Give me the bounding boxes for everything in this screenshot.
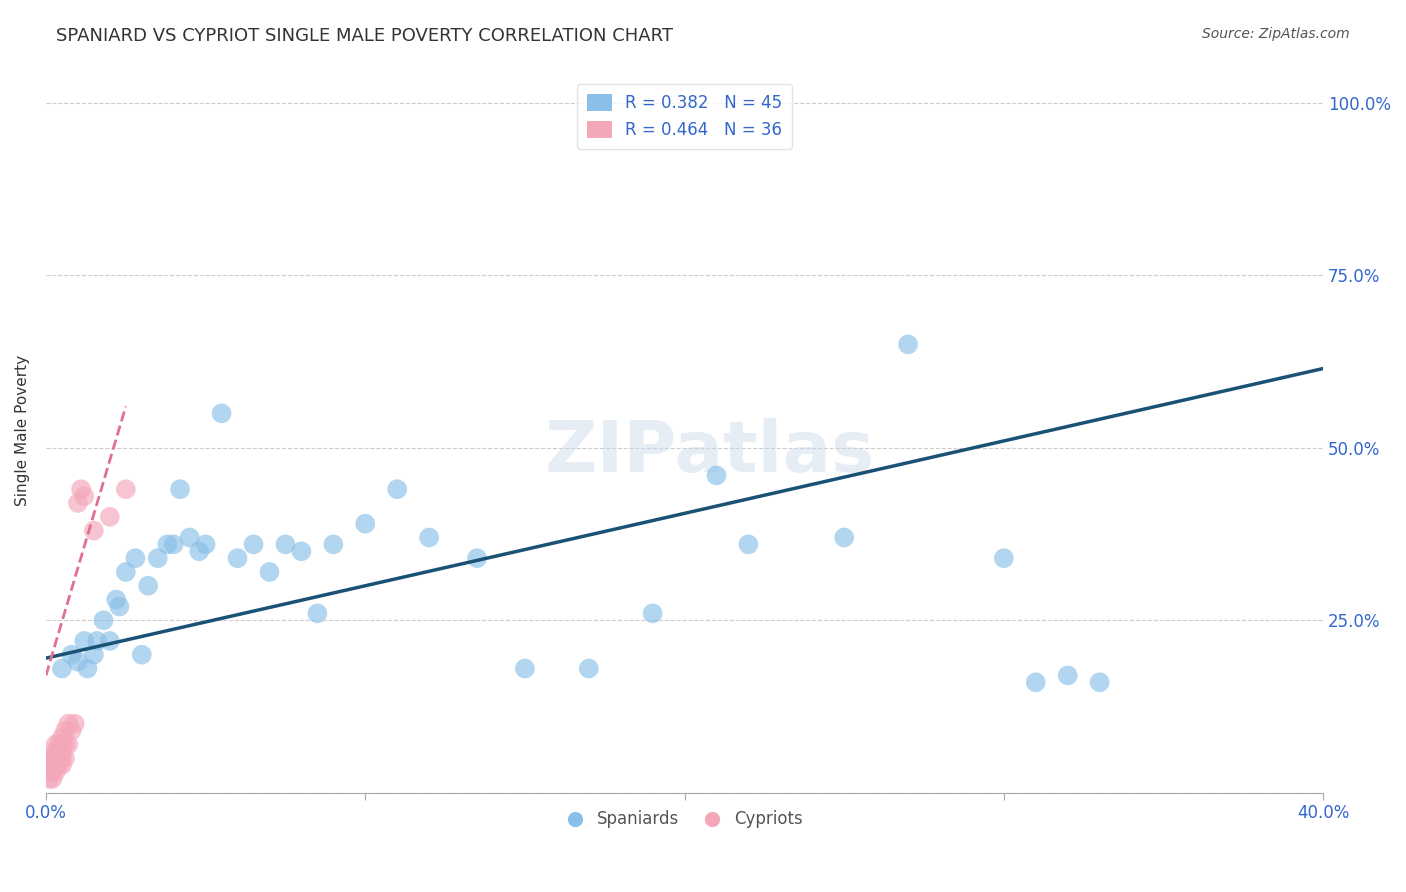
- Point: [51, 751, 73, 765]
- Point: [131, 648, 153, 662]
- Point: [51, 738, 73, 752]
- Point: [98, 509, 121, 524]
- Point: [737, 537, 759, 551]
- Point: [45, 764, 67, 779]
- Point: [83, 648, 105, 662]
- Point: [48, 744, 70, 758]
- Point: [51, 744, 73, 758]
- Point: [108, 599, 131, 614]
- Point: [58, 738, 80, 752]
- Point: [259, 565, 281, 579]
- Point: [53, 738, 76, 752]
- Text: ZIPatlas: ZIPatlas: [546, 417, 875, 487]
- Point: [124, 551, 146, 566]
- Point: [513, 661, 536, 675]
- Point: [45, 758, 67, 772]
- Point: [41, 772, 63, 786]
- Point: [41, 758, 63, 772]
- Point: [86, 634, 108, 648]
- Point: [41, 764, 63, 779]
- Point: [897, 337, 920, 351]
- Point: [1056, 668, 1078, 682]
- Point: [832, 531, 855, 545]
- Point: [146, 551, 169, 566]
- Point: [60, 648, 83, 662]
- Point: [993, 551, 1015, 566]
- Point: [45, 738, 67, 752]
- Point: [63, 716, 86, 731]
- Point: [73, 489, 96, 503]
- Point: [465, 551, 488, 566]
- Point: [51, 731, 73, 745]
- Point: [274, 537, 297, 551]
- Point: [169, 482, 191, 496]
- Point: [307, 607, 329, 621]
- Point: [163, 537, 186, 551]
- Point: [354, 516, 377, 531]
- Point: [60, 723, 83, 738]
- Point: [58, 716, 80, 731]
- Point: [41, 751, 63, 765]
- Point: [38, 751, 60, 765]
- Point: [48, 758, 70, 772]
- Point: [322, 537, 344, 551]
- Point: [114, 482, 136, 496]
- Point: [53, 751, 76, 765]
- Point: [290, 544, 312, 558]
- Point: [641, 607, 664, 621]
- Point: [38, 764, 60, 779]
- Point: [194, 537, 217, 551]
- Point: [70, 482, 93, 496]
- Point: [242, 537, 264, 551]
- Point: [1025, 675, 1047, 690]
- Point: [41, 758, 63, 772]
- Point: [418, 531, 440, 545]
- Point: [38, 772, 60, 786]
- Point: [76, 661, 98, 675]
- Point: [73, 634, 96, 648]
- Point: [48, 738, 70, 752]
- Point: [48, 751, 70, 765]
- Legend: Spaniards, Cypriots: Spaniards, Cypriots: [560, 804, 810, 835]
- Point: [188, 544, 211, 558]
- Point: [105, 592, 128, 607]
- Point: [385, 482, 408, 496]
- Point: [1088, 675, 1111, 690]
- Point: [53, 723, 76, 738]
- Point: [83, 524, 105, 538]
- Text: Source: ZipAtlas.com: Source: ZipAtlas.com: [1202, 27, 1350, 41]
- Point: [98, 634, 121, 648]
- Point: [51, 758, 73, 772]
- Point: [226, 551, 249, 566]
- Point: [45, 751, 67, 765]
- Point: [93, 613, 115, 627]
- Point: [66, 655, 89, 669]
- Point: [211, 406, 233, 420]
- Y-axis label: Single Male Poverty: Single Male Poverty: [15, 355, 30, 506]
- Point: [136, 579, 159, 593]
- Point: [45, 744, 67, 758]
- Point: [578, 661, 600, 675]
- Point: [156, 537, 179, 551]
- Text: SPANIARD VS CYPRIOT SINGLE MALE POVERTY CORRELATION CHART: SPANIARD VS CYPRIOT SINGLE MALE POVERTY …: [56, 27, 673, 45]
- Point: [706, 468, 728, 483]
- Point: [38, 758, 60, 772]
- Point: [114, 565, 136, 579]
- Point: [66, 496, 89, 510]
- Point: [179, 531, 201, 545]
- Point: [51, 661, 73, 675]
